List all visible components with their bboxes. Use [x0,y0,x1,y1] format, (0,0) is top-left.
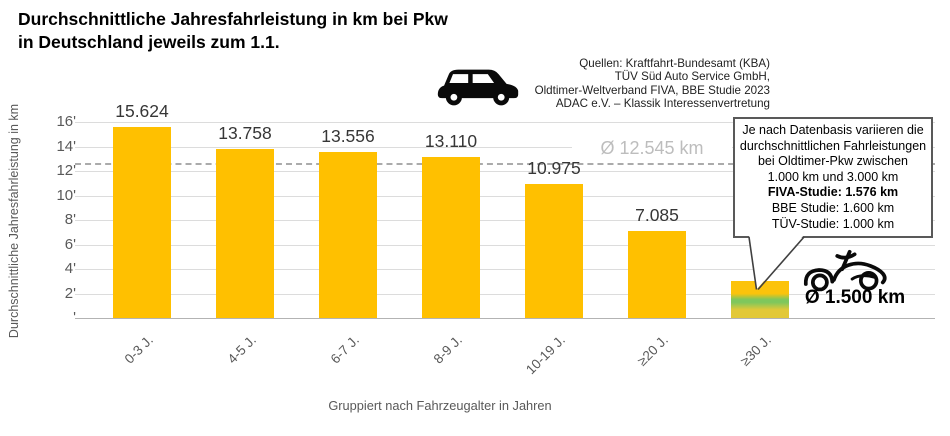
oldtimer-bar [731,281,789,318]
bar-value-label: 13.110 [424,131,478,152]
x-tick-label: 4-5 J. [224,332,260,367]
x-tick-label: 0-3 J. [121,332,157,367]
gridline [75,146,935,148]
x-tick-label: 8-9 J. [430,332,466,367]
y-tick-label: 8' [64,211,76,228]
bar-value-label: 15.624 [115,100,169,121]
y-tick-label: 16' [56,113,76,130]
page-title-line1: Durchschnittliche Jahresfahrleistung in … [18,9,448,29]
gridline [75,122,935,123]
bar-value-label: 13.556 [321,125,375,146]
bar [319,151,377,318]
bar [628,231,686,318]
x-tick-label: ≥20 J. [634,332,672,369]
car-icon [437,69,519,106]
callout-line: 1.000 km und 3.000 km [767,169,899,184]
y-tick-label: 4' [64,260,76,277]
bar-value-label: 7.085 [635,205,679,226]
bar [525,183,583,318]
gridline [75,220,935,221]
callout-box: Je nach Datenbasis variieren die durchsch… [733,117,933,239]
gridline [75,195,935,197]
average-dashed-line [75,163,935,166]
y-tick-label: 10' [56,186,76,204]
y-tick-label: 12' [56,162,76,179]
gridline [75,269,935,270]
average-line-label: Ø 12.545 km [572,137,732,160]
callout-line: bei Oldtimer-Pkw zwischen [757,154,909,169]
callout-line: durchschnittlichen Fahrleistungen [739,138,927,153]
page-title-line2: in Deutschland jeweils zum 1.1. [18,32,280,53]
y-tick-label: 2' [64,284,76,302]
source-line: Quellen: Kraftfahrt-Bundesamt (KBA) [579,57,770,70]
x-tick-label: ≥30 J. [737,332,775,369]
bar-value-label: 13.758 [218,123,272,144]
page-title: Durchschnittliche Jahresfahrleistung in … [18,8,578,54]
oldtimer-average-label: Ø 1.500 km [804,287,906,308]
source-line: Oldtimer-Weltverband FIVA, BBE Studie 20… [534,83,770,97]
sources-text: Quellen: Kraftfahrt-Bundesamt (KBA) TÜV S… [470,57,770,111]
y-tick-label: 6' [64,235,76,253]
gridline [75,244,935,246]
bar [422,157,480,318]
y-tick-label: ' [73,309,76,326]
x-axis-line [75,318,935,319]
callout-line: FIVA-Studie: 1.576 km [767,185,899,200]
gridline [75,293,935,295]
x-tick-label: 6-7 J. [327,332,363,367]
bar [216,149,274,318]
source-line: TÜV Süd Auto Service GmbH, [614,70,770,84]
classic-car-icon [803,249,887,292]
source-line: ADAC e.V. – Klassik Interessenvertretung [555,97,770,111]
bar-value-label: 10.975 [527,157,581,178]
callout-line: TÜV-Studie: 1.000 km [771,216,895,231]
gridline [75,171,935,172]
y-tick-label: 14' [56,137,76,155]
bar [113,126,171,318]
callout-line: BBE Studie: 1.600 km [771,200,895,215]
x-tick-label: 10-19 J. [523,332,569,378]
x-axis-title: Gruppiert nach Fahrzeugalter in Jahren [328,398,552,413]
callout-line: Je nach Datenbasis variieren die [742,123,924,137]
